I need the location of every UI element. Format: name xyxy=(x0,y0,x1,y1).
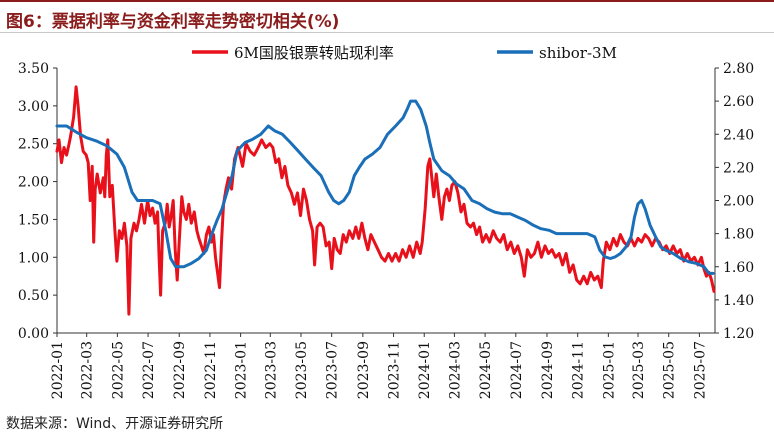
y-left-tick-label: 0.00 xyxy=(18,326,49,342)
x-tick-label: 2024-07 xyxy=(509,341,525,399)
x-tick-label: 2022-01 xyxy=(50,341,66,399)
x-tick-label: 2025-03 xyxy=(631,341,647,399)
y-left-tick-label: 3.00 xyxy=(18,99,49,115)
y-left-tick-label: 1.50 xyxy=(18,212,49,228)
x-tick-label: 2025-01 xyxy=(601,341,617,399)
title-divider xyxy=(0,32,774,33)
y-left-tick-label: 0.50 xyxy=(18,288,49,304)
chart-title: 图6：票据利率与资金利率走势密切相关(%) xyxy=(6,12,340,32)
chart: 0.00 0.50 1.00 1.50 2.00 2.50 3.00 3.50 1.20 1.40… xyxy=(18,44,754,399)
x-tick-label: 2024-09 xyxy=(540,341,556,399)
x-tick-label: 2022-11 xyxy=(203,341,219,399)
x-tick-label: 2024-03 xyxy=(447,341,463,399)
y-left-tick-label: 3.50 xyxy=(18,61,49,77)
y-right-tick-label: 1.20 xyxy=(723,326,754,342)
y-right-tick-label: 2.40 xyxy=(723,127,754,143)
y-right-tick-label: 2.60 xyxy=(723,94,754,110)
x-tick-label: 2023-09 xyxy=(356,341,372,399)
y-left-tick-label: 2.00 xyxy=(18,175,49,191)
series-line-shibor xyxy=(55,99,715,275)
legend-label: 6M国股银票转贴现利率 xyxy=(234,44,394,62)
x-tick-label: 2023-05 xyxy=(294,341,310,399)
x-tick-label: 2025-07 xyxy=(692,341,708,399)
x-tick-label: 2022-09 xyxy=(172,341,188,399)
y-left-tick-label: 2.50 xyxy=(18,137,49,153)
y-right-tick-label: 2.00 xyxy=(723,194,754,210)
x-tick-label: 2023-07 xyxy=(325,341,341,399)
x-tick-label: 2023-01 xyxy=(234,341,250,399)
y-right-tick-label: 1.40 xyxy=(723,293,754,309)
y-right-tick-label: 1.80 xyxy=(723,227,754,243)
x-tick-label: 2024-05 xyxy=(478,341,494,399)
x-tick-label: 2023-03 xyxy=(263,341,279,399)
series-line-bill-rate xyxy=(55,85,716,316)
x-tick-label: 2024-11 xyxy=(571,341,587,399)
legend-label: shibor-3M xyxy=(539,44,617,62)
x-tick-label: 2022-07 xyxy=(141,341,157,399)
source-note: 数据来源：Wind、开源证券研究所 xyxy=(6,416,224,432)
x-tick-label: 2022-03 xyxy=(80,341,96,399)
x-tick-label: 2023-11 xyxy=(387,341,403,399)
x-tick-label: 2024-01 xyxy=(417,341,433,399)
y-left-tick-label: 1.00 xyxy=(18,250,49,266)
y-right-tick-label: 1.60 xyxy=(723,260,754,276)
title-bar: 图6：票据利率与资金利率走势密切相关(%) xyxy=(0,0,774,32)
x-tick-label: 2022-05 xyxy=(110,341,126,399)
y-right-tick-label: 2.20 xyxy=(723,160,754,176)
y-right-tick-label: 2.80 xyxy=(723,61,754,77)
x-tick-label: 2025-05 xyxy=(662,341,678,399)
